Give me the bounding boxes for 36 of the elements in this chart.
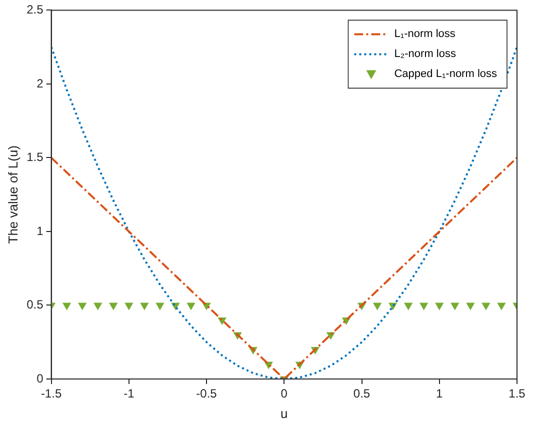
- y-tick-label: 0: [36, 371, 44, 386]
- point: [62, 302, 72, 310]
- line-series: [51, 156, 517, 379]
- x-tick-label: 0: [280, 386, 288, 401]
- y-tick-label: 2: [36, 76, 44, 90]
- y-tick-label: 1: [36, 224, 44, 238]
- point: [124, 302, 134, 310]
- legend-label: L₂-norm loss: [394, 48, 456, 60]
- point: [450, 302, 460, 310]
- y-tick-label: 2.5: [26, 2, 44, 17]
- point: [78, 302, 87, 310]
- point: [482, 302, 490, 310]
- point: [109, 302, 118, 310]
- x-tick-label: 1: [436, 386, 444, 401]
- y-axis-title: The value of L(u): [5, 145, 20, 244]
- line-series: [51, 46, 517, 379]
- x-tick-label: -1.5: [40, 386, 62, 401]
- point: [372, 302, 382, 310]
- legend-label: Capped L₁-norm loss: [394, 68, 498, 80]
- y-tick-label: 1.5: [26, 150, 44, 164]
- point: [94, 302, 102, 310]
- x-tick-label: 1.5: [508, 386, 526, 401]
- point: [156, 302, 164, 310]
- point: [466, 302, 475, 310]
- x-tick-label: -0.5: [196, 386, 218, 401]
- point: [435, 302, 444, 310]
- point: [404, 302, 413, 310]
- x-tick-label: -1: [124, 386, 135, 401]
- point: [186, 302, 196, 310]
- point: [420, 302, 428, 310]
- y-tick-label: 0.5: [26, 298, 44, 312]
- point: [140, 302, 149, 310]
- point: [497, 302, 506, 310]
- x-tick-label: 0.5: [353, 386, 370, 401]
- legend-label: L₁-norm loss: [394, 28, 456, 40]
- x-axis-title: u: [280, 406, 288, 421]
